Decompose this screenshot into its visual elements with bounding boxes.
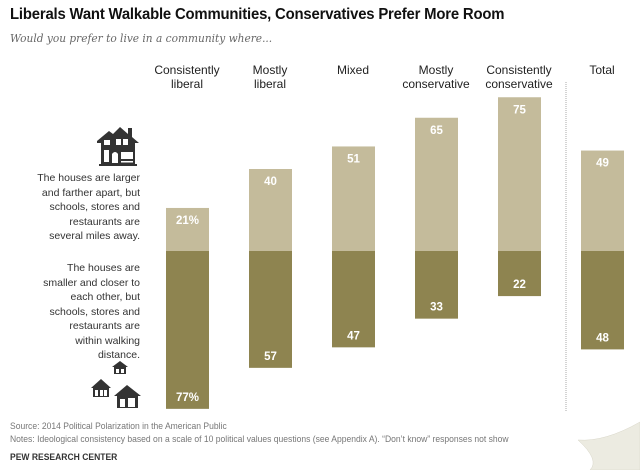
pew-research-center-logo: PEW RESEARCH CENTER bbox=[10, 452, 118, 463]
category-label-consistently-liberal: Consistently liberal bbox=[154, 63, 220, 91]
category-label-mixed: Mixed bbox=[336, 63, 369, 77]
chart-subtitle: Would you prefer to live in a community … bbox=[10, 31, 273, 45]
bar-label-larger-farther-mostly-liberal: 40 bbox=[264, 176, 277, 188]
bar-label-larger-farther-mostly-conservative: 65 bbox=[430, 125, 443, 137]
category-label-mostly-conservative: Mostly conservative bbox=[402, 63, 470, 91]
bar-label-smaller-walkable-mixed: 47 bbox=[347, 330, 360, 342]
category-label-consistently-conservative: Consistently conservative bbox=[485, 63, 553, 91]
page-curl-decoration bbox=[577, 421, 640, 470]
bar-label-smaller-walkable-mostly-liberal: 57 bbox=[264, 351, 277, 363]
bar-label-smaller-walkable-mostly-conservative: 33 bbox=[430, 302, 443, 314]
notes-text: Notes: Ideological consistency based on … bbox=[10, 434, 509, 445]
category-label-mostly-liberal: Mostly liberal bbox=[252, 63, 288, 91]
legend-smaller-walkable-text: The houses are smaller and closer to eac… bbox=[43, 262, 140, 361]
bar-label-larger-farther-consistently-liberal: 21% bbox=[176, 215, 199, 227]
bar-smaller-walkable-consistently-conservative bbox=[498, 251, 541, 297]
chart-title: Liberals Want Walkable Communities, Cons… bbox=[10, 6, 505, 23]
bar-larger-farther-consistently-liberal bbox=[166, 207, 209, 251]
bar-larger-farther-mostly-conservative bbox=[415, 117, 458, 251]
legend-larger-farther-text: The houses are larger and farther apart,… bbox=[37, 172, 140, 242]
category-label-total: Total bbox=[589, 63, 615, 77]
bar-larger-farther-consistently-conservative bbox=[498, 97, 541, 251]
bar-label-smaller-walkable-consistently-conservative: 22 bbox=[513, 279, 526, 291]
bar-larger-farther-mixed bbox=[332, 146, 375, 251]
bar-larger-farther-total bbox=[581, 150, 624, 251]
source-note: Source: 2014 Political Polarization in t… bbox=[10, 421, 227, 432]
bar-smaller-walkable-mostly-liberal bbox=[249, 251, 292, 368]
small-houses-icon bbox=[91, 361, 141, 408]
bar-label-larger-farther-total: 49 bbox=[596, 158, 609, 170]
bar-smaller-walkable-total bbox=[581, 251, 624, 350]
bar-smaller-walkable-consistently-liberal bbox=[166, 251, 209, 409]
bar-label-larger-farther-consistently-conservative: 75 bbox=[513, 104, 526, 116]
bar-smaller-walkable-mostly-conservative bbox=[415, 251, 458, 319]
bar-larger-farther-mostly-liberal bbox=[249, 169, 292, 251]
bar-label-smaller-walkable-total: 48 bbox=[596, 332, 609, 344]
bar-smaller-walkable-mixed bbox=[332, 251, 375, 348]
large-house-icon bbox=[97, 127, 139, 166]
bar-label-larger-farther-mixed: 51 bbox=[347, 153, 360, 165]
bar-label-smaller-walkable-consistently-liberal: 77% bbox=[176, 392, 199, 404]
